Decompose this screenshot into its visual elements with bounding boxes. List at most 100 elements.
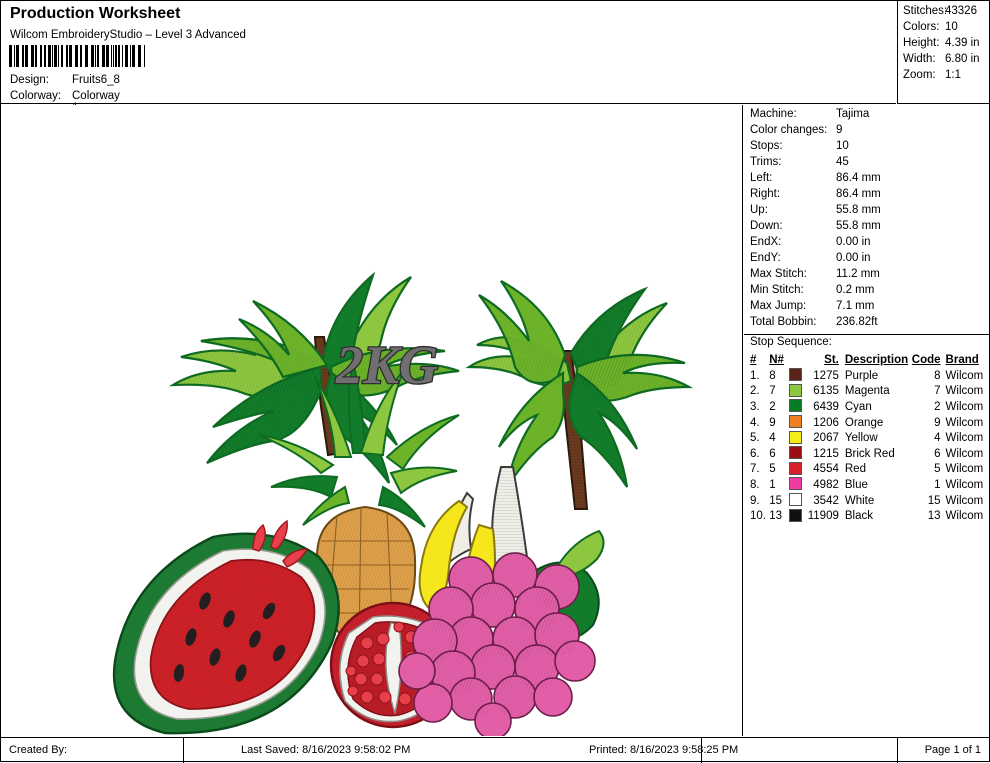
table-row[interactable]: 3. 2 6439 Cyan 2 Wilcom	[744, 399, 990, 415]
cell-stitches: 4554	[813, 463, 839, 476]
cell-description: Yellow	[844, 432, 878, 445]
stat-label: Stitches:	[903, 5, 948, 17]
info-label: Total Bobbin:	[750, 316, 817, 328]
color-swatch-icon	[789, 415, 803, 429]
info-row-max-jump: Max Jump: 7.1 mm	[744, 300, 990, 316]
cell-stitches: 2067	[813, 432, 839, 445]
color-swatch-icon	[789, 368, 803, 382]
info-row-endx: EndX: 0.00 in	[744, 236, 990, 252]
header-panel: Production Worksheet Wilcom EmbroiderySt…	[1, 1, 896, 114]
info-label: Down:	[750, 220, 783, 232]
color-swatch-icon	[789, 493, 803, 507]
cell-needle: 6	[769, 447, 776, 460]
info-label: Stops:	[750, 140, 783, 152]
stat-label: Width:	[903, 53, 936, 65]
info-row-up: Up: 55.8 mm	[744, 204, 990, 220]
cell-code: 13	[927, 510, 941, 523]
cell-index: 10.	[750, 510, 766, 523]
stat-value: 6.80 in	[945, 53, 980, 65]
barcode-bar	[113, 45, 114, 67]
stat-label: Colors:	[903, 21, 940, 33]
cell-needle: 8	[769, 369, 776, 382]
col-header-index: #	[750, 353, 757, 366]
design-preview-panel: 2KG	[1, 105, 743, 736]
table-row[interactable]: 1. 8 1275 Purple 8 Wilcom	[744, 368, 990, 384]
info-value: 9	[836, 124, 843, 136]
cell-description: Blue	[844, 478, 868, 491]
col-header-swatch	[788, 352, 804, 368]
color-swatch-icon	[789, 446, 803, 460]
stat-value: 43326	[945, 5, 977, 17]
barcode-icon	[9, 45, 149, 67]
cell-color-swatch	[788, 415, 804, 431]
cell-color-swatch	[788, 508, 804, 524]
barcode-bar	[106, 45, 109, 67]
cell-code: 1	[934, 478, 941, 491]
cell-needle: 2	[769, 400, 776, 413]
stat-value: 1:1	[945, 69, 961, 81]
info-label: Color changes:	[750, 124, 828, 136]
cell-brand: Wilcom	[945, 494, 984, 507]
table-row[interactable]: 7. 5 4554 Red 5 Wilcom	[744, 461, 990, 478]
stop-sequence-table: # N# St. Description Code Brand 1. 8 1275 P…	[744, 352, 990, 524]
info-row-max-stitch: Max Stitch: 11.2 mm	[744, 268, 990, 284]
barcode-bar	[22, 45, 24, 67]
info-label: EndX:	[750, 236, 782, 248]
stat-label: Height:	[903, 37, 940, 49]
stat-row-width: Width: 6.80 in	[898, 53, 990, 69]
barcode-bar	[102, 45, 105, 67]
info-row-min-stitch: Min Stitch: 0.2 mm	[744, 284, 990, 300]
cell-code: 15	[927, 494, 941, 507]
barcode-bar	[125, 45, 128, 67]
design-stats-panel: Stitches: 43326 Colors: 10 Height: 4.39 in Wid…	[897, 1, 990, 104]
info-label: Right:	[750, 188, 781, 200]
cell-index: 5.	[750, 432, 760, 445]
cell-index: 6.	[750, 447, 760, 460]
barcode-bar	[14, 45, 15, 67]
color-swatch-icon	[789, 477, 803, 491]
barcode-bar	[25, 45, 28, 67]
design-value: Fruits6_8	[72, 74, 120, 86]
barcode-bar	[58, 45, 59, 67]
table-row[interactable]: 6. 6 1215 Brick Red 6 Wilcom	[744, 446, 990, 462]
stat-value: 4.39 in	[945, 37, 980, 49]
barcode-bar	[75, 45, 78, 67]
cell-color-swatch	[788, 477, 804, 493]
cell-brand: Wilcom	[945, 416, 984, 429]
table-row[interactable]: 8. 1 4982 Blue 1 Wilcom	[744, 477, 990, 493]
table-row[interactable]: 5. 4 2067 Yellow 4 Wilcom	[744, 430, 990, 446]
stop-sequence-title: Stop Sequence:	[744, 334, 990, 351]
machine-info-list: Machine: Tajima Color changes: 9 Stops: 10 Tri…	[744, 105, 990, 332]
table-row[interactable]: 4. 9 1206 Orange 9 Wilcom	[744, 415, 990, 431]
cell-brand: Wilcom	[945, 432, 984, 445]
page-title: Production Worksheet	[10, 5, 181, 22]
footer-bar: Created By: Last Saved: 8/16/2023 9:58:0…	[1, 737, 990, 763]
info-row-total-bobbin: Total Bobbin: 236.82ft	[744, 316, 990, 332]
barcode-bar	[115, 45, 117, 67]
colorway-label: Colorway:	[10, 90, 62, 102]
info-label: Min Stitch:	[750, 284, 804, 296]
barcode-bar	[69, 45, 72, 67]
machine-info-panel: Machine: Tajima Color changes: 9 Stops: 10 Tri…	[744, 105, 990, 736]
watermelon-slice	[112, 519, 340, 735]
info-label: Max Stitch:	[750, 268, 807, 280]
cell-brand: Wilcom	[945, 447, 984, 460]
barcode-bar	[118, 45, 120, 67]
table-row[interactable]: 9. 15 3542 White 15 Wilcom	[744, 493, 990, 509]
col-header-description: Description	[844, 353, 909, 366]
barcode-bar	[35, 45, 37, 67]
stat-value: 10	[945, 21, 958, 33]
stop-sequence-header-row: # N# St. Description Code Brand	[744, 352, 990, 368]
barcode-bar	[97, 45, 99, 67]
cell-color-swatch	[788, 399, 804, 415]
table-row[interactable]: 10. 13 11909 Black 13 Wilcom	[744, 508, 990, 524]
page-number-text: Page 1 of 1	[924, 744, 981, 756]
table-row[interactable]: 2. 7 6135 Magenta 7 Wilcom	[744, 383, 990, 400]
color-swatch-icon	[789, 430, 803, 444]
cell-needle: 5	[769, 463, 776, 476]
stat-row-height: Height: 4.39 in	[898, 37, 990, 53]
barcode-bar	[31, 45, 34, 67]
barcode-bar	[9, 45, 12, 67]
color-swatch-icon	[789, 383, 803, 397]
cell-index: 9.	[750, 494, 760, 507]
